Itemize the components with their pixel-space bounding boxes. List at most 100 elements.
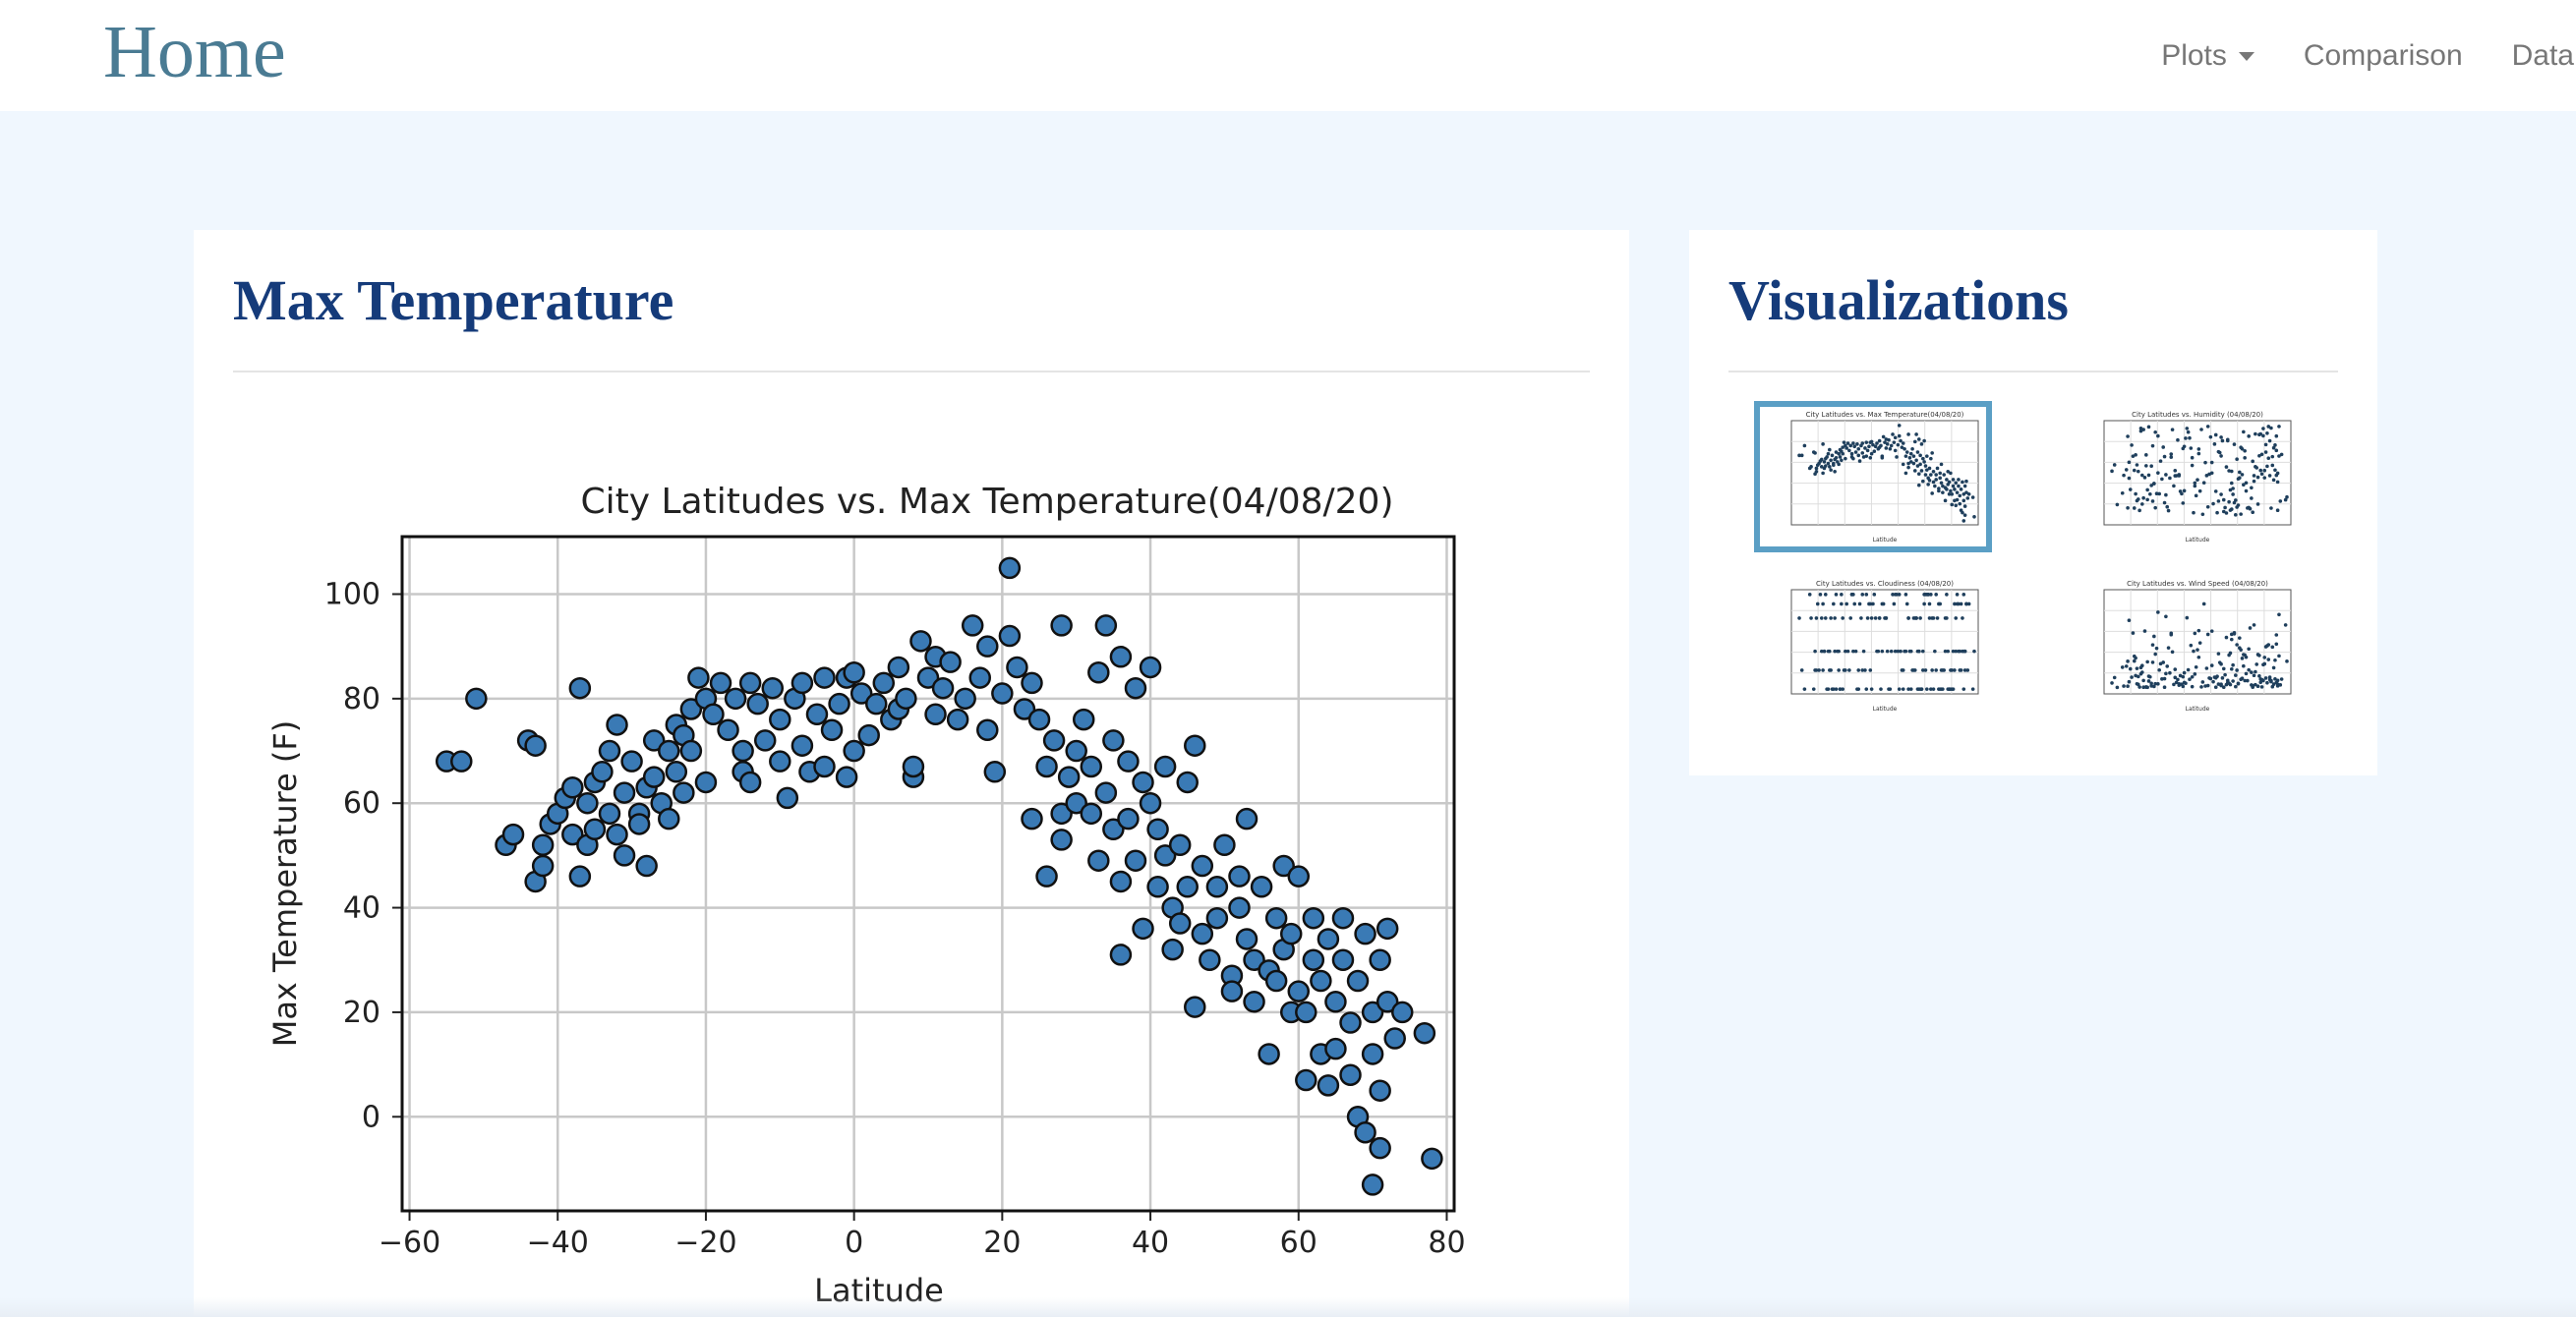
thumbnail-point [1833, 469, 1837, 474]
data-point [1050, 802, 1073, 826]
thumbnail-point [2274, 448, 2279, 453]
thumbnail-wind-speed[interactable]: City Latitudes vs. Wind Speed (04/08/20)… [2073, 576, 2299, 716]
thumbnail-point [1897, 433, 1902, 438]
thumbnail-point [2185, 427, 2190, 430]
thumbnail-point [2126, 505, 2130, 510]
thumbnail-point [1945, 478, 1949, 482]
thumbnail-point [2221, 685, 2226, 689]
thumbnail-max-temperature[interactable]: City Latitudes vs. Max Temperature(04/08… [1754, 401, 1992, 552]
data-point [1324, 1037, 1347, 1060]
data-point [1272, 854, 1295, 878]
thumbnail-point [1954, 649, 1959, 654]
data-point [790, 671, 814, 695]
thumbnail-point [2229, 481, 2234, 486]
thumbnail-point [2138, 429, 2143, 433]
thumbnail-point [1892, 440, 1897, 444]
x-tick-label: 60 [1280, 1226, 1317, 1260]
thumbnail-point [2131, 631, 2136, 635]
thumbnail-point [1904, 601, 1909, 606]
thumbnail-point [1918, 616, 1922, 620]
thumbnail-point [1856, 687, 1861, 691]
thumbnail-point [1818, 593, 1823, 597]
thumbnail-point [1829, 616, 1833, 620]
thumbnail-point [2231, 679, 2235, 683]
thumbnail-point [1916, 437, 1921, 441]
panel-heading: Max Temperature [233, 268, 674, 332]
thumbnail-point [2273, 443, 2277, 447]
thumbnail-point [2231, 492, 2235, 496]
brand-home-link[interactable]: Home [103, 11, 286, 93]
thumbnail-point [1885, 649, 1890, 654]
thumbnail-point [2209, 460, 2214, 465]
thumbnail-point [1832, 463, 1836, 467]
thumbnail-point [1822, 460, 1827, 464]
thumbnail-point [1901, 668, 1905, 672]
thumbnail-point [1915, 464, 1920, 468]
data-point [902, 755, 925, 778]
data-point [1369, 1136, 1391, 1160]
thumbnail-point [1900, 445, 1904, 449]
thumbnail-point [1923, 464, 1928, 468]
thumbnail-point [2166, 508, 2171, 513]
thumbnail-point [1833, 649, 1837, 654]
thumbnail-point [2168, 476, 2172, 481]
thumbnail-point [2144, 464, 2148, 468]
thumbnail-point [2184, 436, 2188, 440]
thumbnail-point [1955, 490, 1960, 494]
thumbnail-point [1950, 491, 1955, 496]
thumbnail-point [2267, 474, 2272, 478]
thumbnail-point [1908, 460, 1913, 464]
thumbnail-point [1961, 687, 1966, 691]
data-point [694, 771, 718, 794]
thumbnail-point [1834, 687, 1839, 691]
thumbnail-point [1906, 687, 1910, 691]
data-point [1413, 1021, 1436, 1045]
thumbnail-point [2285, 659, 2289, 663]
thumbnail-point [1901, 441, 1905, 445]
thumbnail-point [2225, 437, 2230, 442]
thumbnail-cloudiness[interactable]: City Latitudes vs. Cloudiness (04/08/20)… [1760, 576, 1986, 716]
x-tick-label: −60 [379, 1226, 440, 1260]
thumbnail-point [2205, 632, 2210, 637]
thumbnail-point [2150, 643, 2155, 647]
thumbnail-point [2192, 510, 2195, 515]
thumbnail-point [2177, 474, 2182, 478]
thumbnail-point [2200, 680, 2205, 684]
thumbnail-point [2199, 428, 2203, 431]
data-point [1346, 969, 1370, 993]
thumbnail-point [2190, 463, 2195, 468]
thumbnail-point [2148, 491, 2152, 496]
thumbnail-point [1830, 453, 1835, 458]
nav-comparison-link[interactable]: Comparison [2303, 38, 2463, 72]
thumbnail-point [1799, 668, 1804, 672]
thumbnail-point [1903, 454, 1908, 458]
thumbnail-humidity[interactable]: City Latitudes vs. Humidity (04/08/20) La… [2073, 407, 2299, 546]
thumbnail-point [2201, 601, 2206, 606]
thumbnail-point [1953, 668, 1957, 672]
data-point [568, 865, 592, 888]
thumbnail-point [1959, 668, 1963, 672]
thumbnail-point [1828, 465, 1832, 469]
thumbnail-point [1891, 432, 1895, 436]
thumbnail-point [1916, 649, 1921, 654]
data-point [1176, 771, 1199, 794]
thumbnail-point [2254, 431, 2257, 436]
thumbnail-point [2275, 508, 2280, 513]
thumbnail-point [2236, 681, 2241, 686]
thumbnail-point [1931, 616, 1936, 620]
thumbnail-point [1931, 687, 1936, 691]
data-point [761, 676, 785, 700]
nav-data-link[interactable]: Data [2511, 38, 2574, 72]
data-point [1354, 1120, 1376, 1144]
thumbnail-point [1929, 593, 1933, 597]
thumbnail-point [1837, 451, 1841, 456]
max-temperature-panel: Max Temperature −60 −40 −20 0 20 40 60 80 0 20 40 6… [194, 230, 1629, 1317]
thumbnail-point [1883, 440, 1887, 444]
thumbnail-point [1916, 483, 1921, 487]
thumbnail-point [1856, 453, 1861, 458]
thumbnail-point [1872, 593, 1877, 597]
thumbnail-point [1903, 649, 1908, 654]
thumbnail-point [1838, 455, 1843, 459]
nav-plots-dropdown[interactable]: Plots [2161, 39, 2254, 73]
thumbnail-point [1896, 442, 1901, 447]
